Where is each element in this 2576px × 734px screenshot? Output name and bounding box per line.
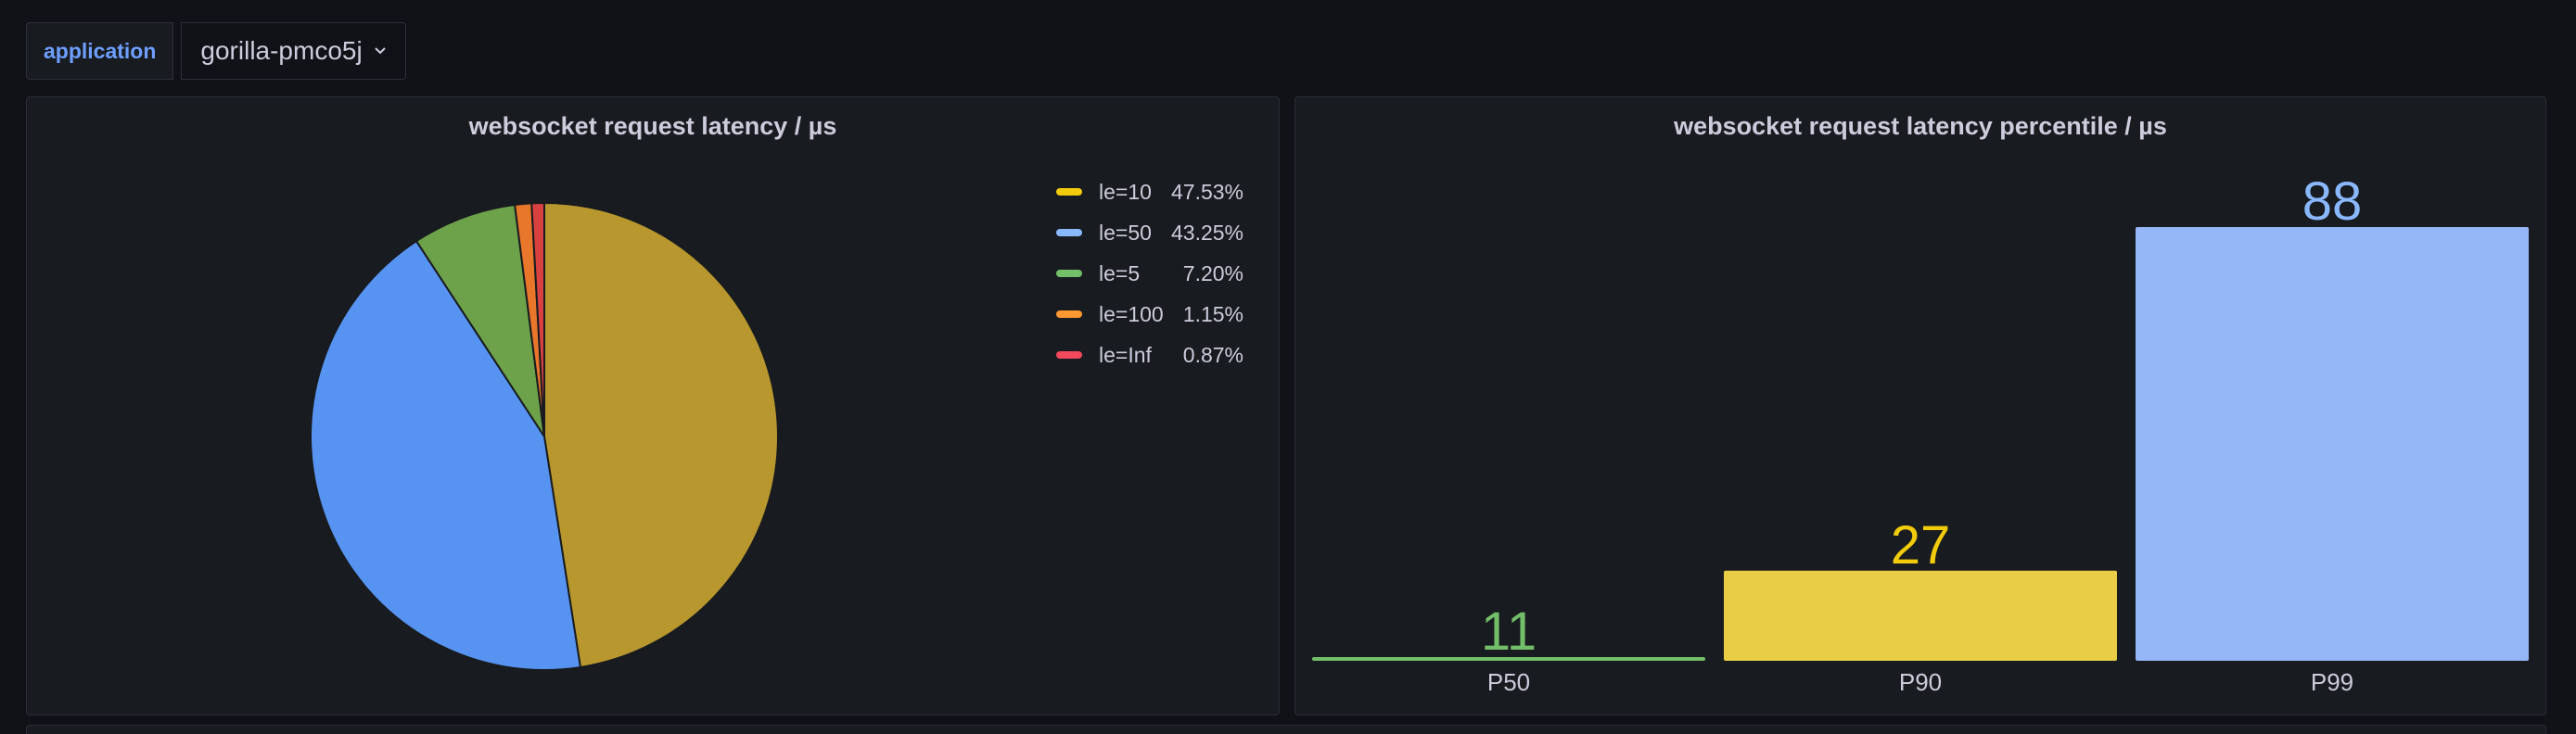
legend-item[interactable]: le=100 1.15% xyxy=(1056,294,1243,335)
pie-panel-title: websocket request latency / µs xyxy=(468,112,837,140)
bar-category-label-p99: P99 xyxy=(2311,668,2353,696)
bar-p99[interactable] xyxy=(2136,227,2529,661)
legend-swatch xyxy=(1056,270,1082,277)
chevron-down-icon xyxy=(374,47,386,55)
bar-category-label-p50: P50 xyxy=(1487,668,1530,696)
legend-swatch xyxy=(1056,229,1082,236)
pie-slice-le-50[interactable] xyxy=(310,239,582,671)
bar-chart: 11 P50 27 P90 88 P99 xyxy=(1312,171,2529,696)
legend-percent: 1.15% xyxy=(1182,301,1243,326)
bar-value-label-p90: 27 xyxy=(1891,515,1951,576)
legend-percent: 43.25% xyxy=(1170,220,1243,245)
bar-category-label-p90: P90 xyxy=(1899,668,1942,696)
variable-label-application: application xyxy=(26,22,174,80)
legend-percent: 47.53% xyxy=(1170,179,1243,204)
legend-swatch xyxy=(1056,351,1082,359)
pie-chart xyxy=(310,201,779,671)
pie-legend: le=10 47.53% le=50 43.25% le=5 7.20% le=100 1.1… xyxy=(1056,171,1243,375)
legend-series-name: le=10 xyxy=(1099,179,1152,204)
legend-series-name: le=50 xyxy=(1099,220,1152,245)
bar-p50[interactable] xyxy=(1312,657,1705,661)
legend-percent: 0.87% xyxy=(1182,342,1243,367)
next-panel-edge xyxy=(26,725,2546,734)
pie-chart-panel[interactable]: websocket request latency / µs le=10 47.5… xyxy=(26,96,1280,715)
bar-p90[interactable] xyxy=(1724,570,2117,661)
pie-slice-le-inf[interactable] xyxy=(530,201,545,437)
legend-series-name: le=100 xyxy=(1099,301,1164,326)
bar-value-label-p50: 11 xyxy=(1481,601,1537,662)
variable-bar: application gorilla-pmco5j xyxy=(26,22,406,80)
legend-item[interactable]: le=50 43.25% xyxy=(1056,212,1243,253)
pie-slice-le-10[interactable] xyxy=(543,201,779,669)
legend-swatch xyxy=(1056,188,1082,196)
application-variable-select[interactable]: gorilla-pmco5j xyxy=(181,22,406,80)
legend-item[interactable]: le=Inf 0.87% xyxy=(1056,335,1243,375)
legend-percent: 7.20% xyxy=(1182,260,1243,285)
bar-value-label-p99: 88 xyxy=(2302,171,2363,232)
legend-series-name: le=5 xyxy=(1099,260,1141,285)
bar-panel-title: websocket request latency percentile / µ… xyxy=(1674,112,2167,140)
legend-swatch xyxy=(1056,310,1082,318)
application-variable-value: gorilla-pmco5j xyxy=(200,36,363,65)
legend-item[interactable]: le=10 47.53% xyxy=(1056,171,1243,212)
pie-slice-le-5[interactable] xyxy=(414,203,545,437)
bar-chart-panel[interactable]: websocket request latency percentile / µ… xyxy=(1294,96,2546,715)
legend-series-name: le=Inf xyxy=(1099,342,1152,367)
legend-item[interactable]: le=5 7.20% xyxy=(1056,253,1243,294)
